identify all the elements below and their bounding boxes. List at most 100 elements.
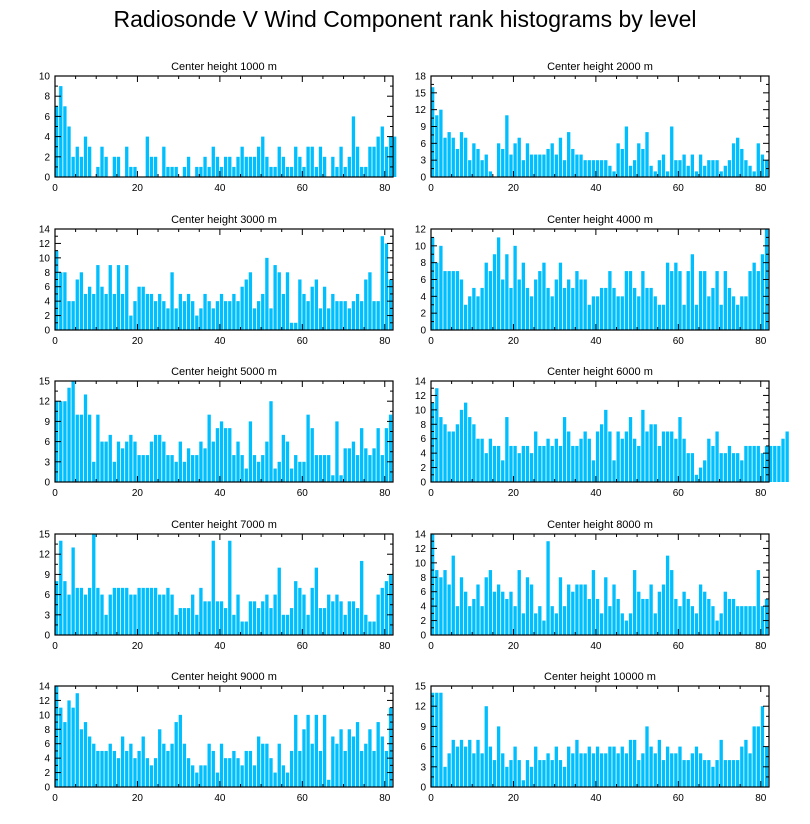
bar bbox=[376, 722, 380, 787]
bar bbox=[670, 570, 674, 635]
bar bbox=[670, 271, 674, 330]
bar bbox=[451, 271, 455, 330]
bar bbox=[756, 570, 760, 635]
bar bbox=[298, 156, 302, 177]
bar bbox=[322, 714, 327, 787]
bar bbox=[431, 237, 435, 330]
bar bbox=[736, 137, 740, 177]
bar bbox=[87, 587, 92, 635]
bar bbox=[294, 146, 298, 177]
bar bbox=[472, 598, 476, 635]
bar bbox=[616, 598, 620, 635]
y-tick-label: 6 bbox=[420, 587, 426, 598]
bar bbox=[306, 614, 310, 635]
bar bbox=[96, 414, 100, 482]
bar bbox=[760, 706, 765, 787]
bar bbox=[83, 136, 88, 177]
bar bbox=[335, 594, 339, 635]
bar bbox=[372, 621, 376, 635]
bar bbox=[248, 272, 253, 330]
bar bbox=[686, 598, 690, 635]
bar bbox=[112, 587, 117, 635]
bar bbox=[67, 301, 71, 330]
bar bbox=[484, 453, 488, 482]
bar bbox=[55, 106, 59, 177]
bar bbox=[195, 455, 199, 482]
bar bbox=[781, 438, 785, 482]
bar bbox=[612, 584, 616, 635]
panel-title: Center height 4000 m bbox=[547, 214, 653, 226]
bar bbox=[480, 606, 484, 635]
bar bbox=[624, 620, 629, 635]
x-tick-label: 20 bbox=[132, 336, 144, 347]
bar bbox=[447, 271, 451, 330]
bar bbox=[112, 461, 117, 482]
x-tick-label: 60 bbox=[297, 488, 309, 499]
bar bbox=[108, 265, 112, 330]
bar bbox=[294, 581, 298, 635]
x-tick-label: 0 bbox=[428, 793, 434, 804]
bar bbox=[228, 540, 232, 635]
bar bbox=[727, 598, 732, 635]
bar bbox=[707, 598, 711, 635]
bar bbox=[244, 468, 248, 482]
bar bbox=[529, 296, 534, 330]
bar bbox=[355, 455, 360, 482]
bar bbox=[760, 453, 765, 482]
bar bbox=[248, 750, 253, 787]
bar bbox=[653, 171, 657, 177]
bar bbox=[174, 722, 178, 787]
bar bbox=[562, 417, 567, 482]
bar bbox=[364, 166, 368, 177]
bar bbox=[591, 160, 596, 177]
bar bbox=[153, 758, 158, 787]
y-tick-label: 9 bbox=[420, 722, 426, 733]
bar bbox=[546, 541, 550, 635]
bar bbox=[75, 414, 79, 482]
bar bbox=[294, 714, 298, 787]
bar bbox=[562, 287, 567, 330]
bar bbox=[612, 287, 616, 330]
y-tick-label: 0 bbox=[44, 478, 50, 489]
bar bbox=[447, 753, 451, 787]
bar bbox=[133, 166, 137, 177]
y-tick-label: 6 bbox=[44, 739, 50, 750]
bar bbox=[87, 146, 92, 177]
x-tick-label: 40 bbox=[590, 488, 602, 499]
bar bbox=[87, 414, 92, 482]
bar bbox=[207, 601, 211, 635]
bar bbox=[748, 165, 752, 177]
bar bbox=[203, 765, 207, 787]
bar bbox=[649, 746, 653, 787]
bar bbox=[360, 428, 364, 482]
bar bbox=[96, 587, 100, 635]
bar bbox=[600, 613, 604, 635]
y-tick-label: 3 bbox=[420, 156, 426, 167]
bar bbox=[289, 608, 294, 635]
bar bbox=[199, 587, 203, 635]
bar bbox=[191, 765, 195, 787]
bar bbox=[207, 166, 211, 177]
bar bbox=[178, 714, 182, 787]
bar bbox=[261, 455, 265, 482]
bar bbox=[285, 614, 290, 635]
bar bbox=[760, 606, 765, 635]
bar bbox=[435, 570, 439, 635]
bar bbox=[211, 540, 215, 635]
bar bbox=[318, 146, 323, 177]
bar bbox=[277, 743, 281, 787]
bar bbox=[318, 608, 323, 635]
bar bbox=[388, 707, 393, 787]
bar bbox=[447, 584, 451, 635]
x-tick-label: 20 bbox=[508, 793, 520, 804]
bar bbox=[674, 262, 678, 330]
bar bbox=[542, 760, 546, 787]
bar bbox=[331, 601, 335, 635]
bar bbox=[298, 279, 302, 330]
bar bbox=[219, 421, 224, 482]
bar bbox=[55, 250, 59, 330]
bar bbox=[550, 296, 554, 330]
bar bbox=[269, 401, 273, 482]
bar bbox=[525, 287, 530, 330]
panel-title: Center height 3000 m bbox=[171, 214, 277, 226]
